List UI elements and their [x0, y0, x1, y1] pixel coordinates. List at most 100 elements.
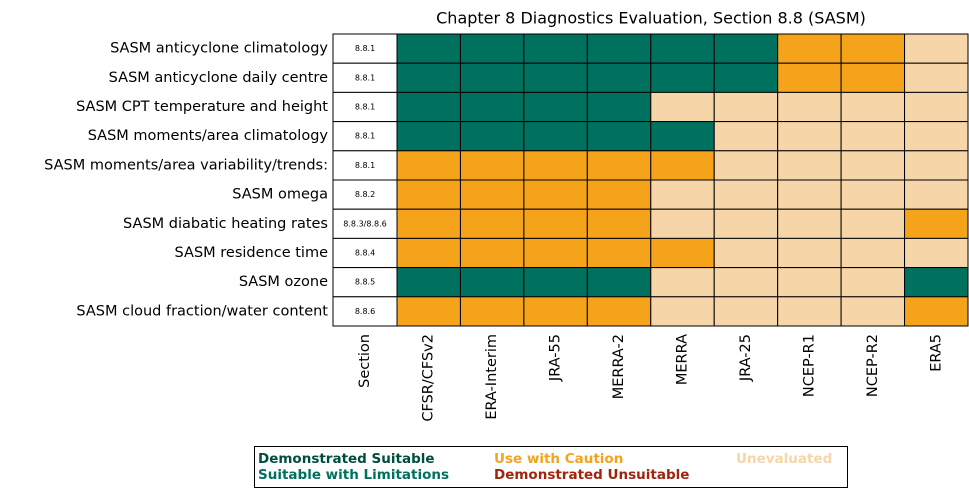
cell [523, 179, 588, 210]
cell [713, 33, 779, 64]
cell [650, 33, 715, 64]
cell [650, 62, 715, 93]
cell [650, 150, 715, 181]
chart-title: Chapter 8 Diagnostics Evaluation, Sectio… [436, 9, 866, 28]
cell [459, 237, 525, 269]
cell [459, 179, 525, 210]
section-text: 8.8.3/8.8.6 [343, 219, 386, 228]
legend-entry: Demonstrated Unsuitable [494, 467, 689, 483]
section-text: 8.8.1 [355, 103, 375, 112]
cell [459, 208, 525, 239]
cell [840, 296, 906, 327]
cell [459, 296, 525, 327]
column-label: ERA-Interim [484, 334, 500, 420]
section-text: 8.8.5 [355, 278, 375, 287]
section-cell [332, 267, 398, 298]
cell [777, 296, 842, 327]
cell [777, 150, 842, 181]
cell [904, 237, 969, 269]
row-label: SASM diabatic heating rates [123, 216, 328, 232]
cell [904, 267, 969, 298]
cell [713, 267, 779, 298]
cell [840, 208, 906, 239]
cell [840, 62, 906, 93]
cell [523, 208, 588, 239]
cell [459, 62, 525, 93]
cell [777, 121, 842, 152]
cell [904, 296, 969, 327]
column-label: JRA-25 [738, 334, 754, 382]
cell [586, 208, 652, 239]
cell [459, 267, 525, 298]
cell [777, 33, 842, 64]
column-label: MERRA-2 [611, 334, 627, 399]
column-label: ERA5 [928, 334, 944, 372]
cell [396, 91, 461, 123]
section-text: 8.8.1 [355, 161, 375, 170]
cell [586, 150, 652, 181]
row-label: SASM ozone [239, 274, 328, 290]
legend-box [254, 446, 848, 488]
cell [396, 237, 461, 269]
cell [586, 179, 652, 210]
row-label: SASM residence time [175, 245, 329, 261]
cell [713, 91, 779, 123]
section-cell [332, 33, 398, 64]
cell [650, 267, 715, 298]
cell [713, 62, 779, 93]
column-label: Section [357, 334, 373, 388]
section-cell [332, 208, 398, 239]
cell [840, 267, 906, 298]
column-label: JRA-55 [548, 334, 564, 382]
cell [586, 121, 652, 152]
cell [523, 237, 588, 269]
cell [713, 179, 779, 210]
legend-entry: Use with Caution [494, 451, 623, 467]
cell [459, 91, 525, 123]
cell [523, 150, 588, 181]
cell [777, 62, 842, 93]
legend-entry: Unevaluated [736, 451, 832, 467]
cell [904, 91, 969, 123]
cell [713, 237, 779, 269]
cell [586, 237, 652, 269]
cell [904, 62, 969, 93]
cell [396, 150, 461, 181]
cell [523, 62, 588, 93]
row-label: SASM moments/area climatology [88, 128, 329, 144]
cell [904, 208, 969, 239]
cell [840, 179, 906, 210]
section-text: 8.8.4 [355, 249, 375, 258]
cell [777, 91, 842, 123]
legend-entry: Suitable with Limitations [258, 467, 449, 483]
cell [586, 267, 652, 298]
cell [840, 91, 906, 123]
row-label: SASM omega [232, 187, 328, 203]
cell [777, 237, 842, 269]
cell [777, 267, 842, 298]
row-label: SASM CPT temperature and height [76, 99, 328, 115]
cell [713, 296, 779, 327]
cell [523, 91, 588, 123]
row-label: SASM anticyclone daily centre [109, 70, 328, 86]
cell [650, 208, 715, 239]
row-label: SASM moments/area variability/trends: [44, 157, 328, 173]
section-cell [332, 150, 398, 181]
cell [713, 121, 779, 152]
cell [650, 296, 715, 327]
cell [650, 179, 715, 210]
cell [459, 150, 525, 181]
cell [840, 33, 906, 64]
legend-entry: Demonstrated Suitable [258, 451, 435, 467]
cell [396, 267, 461, 298]
cell [523, 121, 588, 152]
column-label: NCEP-R2 [865, 334, 881, 397]
cell [396, 179, 461, 210]
cell [650, 91, 715, 123]
cell [904, 121, 969, 152]
row-label: SASM anticyclone climatology [110, 41, 328, 57]
cell [904, 150, 969, 181]
cell [586, 296, 652, 327]
section-text: 8.8.6 [355, 307, 375, 316]
